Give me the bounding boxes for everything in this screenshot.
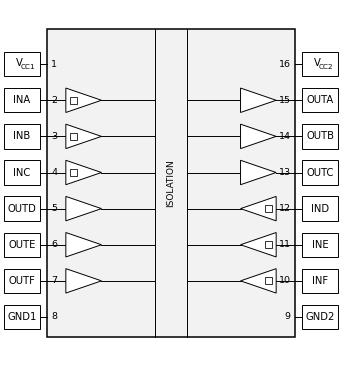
Bar: [265, 205, 272, 212]
Bar: [265, 277, 272, 284]
Bar: [302, 124, 338, 149]
Text: INA: INA: [13, 95, 30, 105]
Bar: [265, 241, 272, 248]
Bar: [70, 169, 77, 176]
Text: GND2: GND2: [305, 312, 335, 322]
Text: V: V: [16, 58, 23, 68]
Bar: [302, 88, 338, 112]
Polygon shape: [66, 197, 102, 221]
Text: OUTD: OUTD: [8, 203, 36, 214]
Bar: [4, 197, 40, 221]
Polygon shape: [66, 124, 102, 149]
Bar: [4, 269, 40, 293]
Bar: [70, 133, 77, 140]
Polygon shape: [240, 124, 276, 149]
Bar: [4, 305, 40, 329]
Text: INF: INF: [312, 276, 328, 286]
Bar: [302, 52, 338, 76]
Text: 4: 4: [51, 168, 57, 177]
Text: GND1: GND1: [7, 312, 37, 322]
Polygon shape: [240, 232, 276, 257]
Text: INC: INC: [13, 168, 30, 178]
Text: 5: 5: [51, 204, 57, 213]
Text: 1: 1: [51, 60, 57, 69]
Text: INB: INB: [13, 131, 30, 141]
Text: 16: 16: [279, 60, 291, 69]
Text: CC2: CC2: [319, 64, 333, 70]
Polygon shape: [240, 160, 276, 185]
Bar: [4, 52, 40, 76]
Polygon shape: [66, 232, 102, 257]
Text: 7: 7: [51, 276, 57, 285]
Text: 15: 15: [279, 96, 291, 105]
Text: V: V: [314, 58, 321, 68]
Bar: [302, 232, 338, 257]
Text: 9: 9: [285, 313, 291, 321]
Text: 12: 12: [279, 204, 291, 213]
Text: INE: INE: [312, 240, 328, 250]
Bar: [4, 232, 40, 257]
Bar: [302, 197, 338, 221]
Bar: [302, 305, 338, 329]
Polygon shape: [240, 197, 276, 221]
Text: 11: 11: [279, 240, 291, 249]
Bar: [302, 269, 338, 293]
Bar: [4, 160, 40, 185]
Bar: [47, 29, 295, 337]
Text: 13: 13: [279, 168, 291, 177]
Polygon shape: [66, 88, 102, 112]
Text: 3: 3: [51, 132, 57, 141]
Text: IND: IND: [311, 203, 329, 214]
Polygon shape: [240, 88, 276, 112]
Text: OUTA: OUTA: [306, 95, 334, 105]
Bar: [4, 124, 40, 149]
Text: 8: 8: [51, 313, 57, 321]
Polygon shape: [66, 160, 102, 185]
Text: 10: 10: [279, 276, 291, 285]
Text: 2: 2: [51, 96, 57, 105]
Bar: [302, 160, 338, 185]
Text: 6: 6: [51, 240, 57, 249]
Polygon shape: [66, 269, 102, 293]
Text: OUTF: OUTF: [9, 276, 35, 286]
Text: CC1: CC1: [21, 64, 35, 70]
Polygon shape: [240, 269, 276, 293]
Text: OUTE: OUTE: [8, 240, 36, 250]
Text: 14: 14: [279, 132, 291, 141]
Bar: [70, 97, 77, 104]
Text: OUTB: OUTB: [306, 131, 334, 141]
Bar: [4, 88, 40, 112]
Text: ISOLATION: ISOLATION: [167, 159, 175, 207]
Text: OUTC: OUTC: [306, 168, 334, 178]
